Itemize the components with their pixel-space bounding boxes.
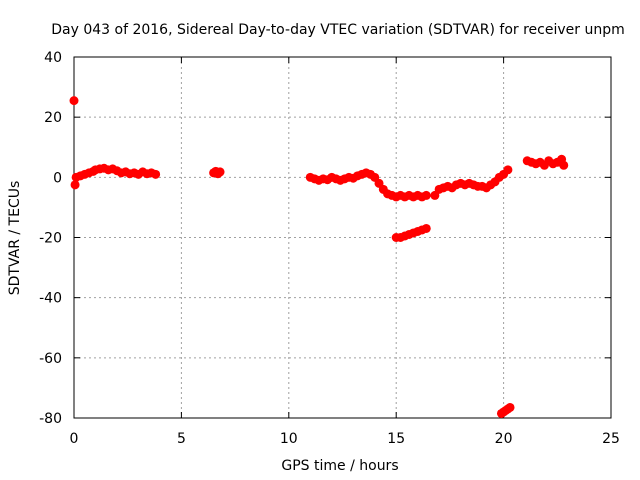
- y-tick-label: 20: [44, 110, 62, 126]
- y-axis-label: SDTVAR / TECUs: [7, 181, 23, 296]
- x-tick-label: 15: [387, 431, 405, 447]
- data-point: [503, 165, 513, 175]
- y-tick-label: -80: [39, 411, 62, 427]
- x-tick-label: 20: [495, 431, 513, 447]
- y-tick-label: 0: [53, 170, 62, 186]
- x-tick-label: 10: [280, 431, 298, 447]
- data-point: [69, 96, 79, 106]
- data-point: [421, 190, 431, 200]
- y-tick-label: 40: [44, 50, 62, 66]
- y-tick-labels: -80 -60 -40 -20 0 20 40: [39, 50, 62, 427]
- x-axis-label: GPS time / hours: [281, 458, 398, 474]
- data-point: [505, 402, 515, 412]
- grid-lines: [74, 57, 611, 418]
- x-tick-label: 5: [177, 431, 186, 447]
- chart-title: Day 043 of 2016, Sidereal Day-to-day VTE…: [51, 22, 625, 38]
- data-point: [559, 160, 569, 170]
- y-tick-label: -40: [39, 291, 62, 307]
- data-point: [215, 167, 225, 177]
- x-tick-label: 0: [70, 431, 79, 447]
- y-tick-label: -20: [39, 231, 62, 247]
- data-point: [421, 223, 431, 233]
- data-points: [69, 96, 569, 418]
- x-tick-label: 25: [602, 431, 620, 447]
- x-tick-labels: 0 5 10 15 20 25: [70, 431, 620, 447]
- y-tick-label: -60: [39, 351, 62, 367]
- data-point: [151, 169, 161, 179]
- data-point: [70, 180, 80, 190]
